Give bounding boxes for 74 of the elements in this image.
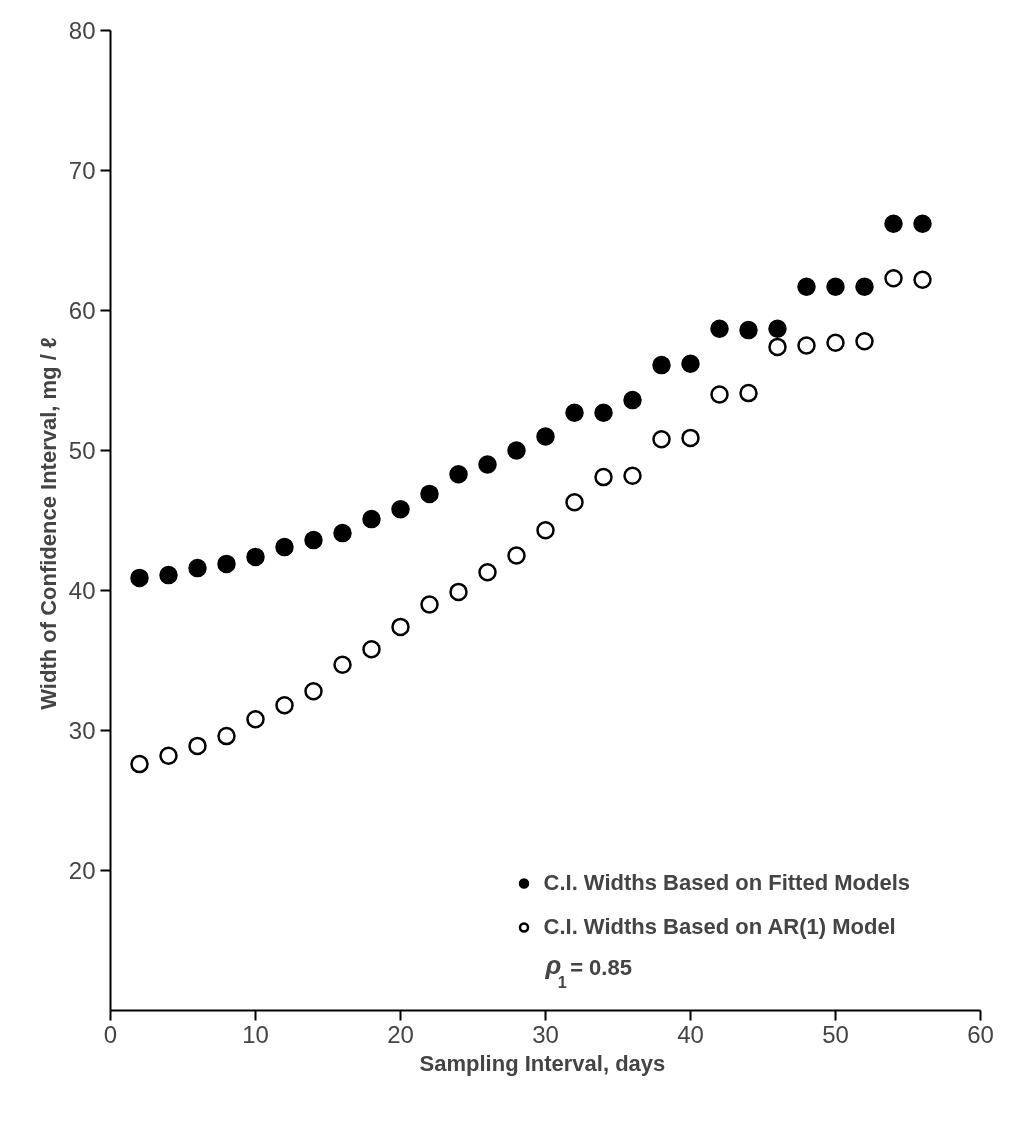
point — [449, 582, 468, 602]
point — [913, 270, 932, 289]
point — [826, 277, 845, 296]
point — [420, 595, 439, 614]
point — [304, 682, 323, 701]
point — [884, 269, 903, 288]
y-tick-label: 70 — [68, 157, 96, 184]
point — [652, 355, 671, 375]
point — [362, 509, 381, 529]
point — [710, 319, 729, 338]
point — [304, 530, 323, 550]
point — [594, 467, 613, 487]
y-tick-label: 50 — [68, 437, 96, 464]
x-tick-label: 20 — [387, 1020, 414, 1048]
point — [768, 337, 787, 357]
point — [362, 640, 381, 659]
x-tick-label: 0 — [103, 1020, 118, 1048]
point — [797, 277, 816, 296]
point — [536, 427, 555, 446]
point — [739, 320, 758, 340]
x-axis-title: Sampling Interval, days — [419, 1050, 666, 1076]
point — [275, 537, 294, 557]
point — [130, 568, 149, 588]
point — [739, 383, 758, 403]
point — [565, 493, 584, 512]
point — [884, 214, 903, 233]
point — [246, 710, 265, 729]
point — [130, 754, 149, 774]
point — [623, 466, 642, 485]
point — [855, 332, 874, 351]
point — [275, 696, 294, 715]
y-tick-label: 60 — [68, 297, 96, 324]
point — [507, 546, 526, 565]
point — [159, 746, 178, 765]
y-tick-label: 30 — [68, 717, 96, 744]
x-tick-label: 60 — [967, 1020, 994, 1048]
legend-label: C.I. Widths Based on AR(1) Model — [543, 914, 896, 940]
point — [217, 554, 236, 574]
y-tick-label: 80 — [68, 17, 96, 44]
y-tick-label: 40 — [68, 577, 96, 604]
point — [826, 333, 845, 352]
point — [188, 558, 207, 578]
point — [710, 385, 729, 404]
point — [681, 428, 700, 448]
point — [159, 565, 178, 585]
point — [478, 455, 497, 474]
point — [768, 319, 787, 338]
point — [420, 484, 439, 504]
point — [536, 521, 555, 540]
point — [391, 500, 410, 519]
point — [681, 354, 700, 373]
point — [855, 277, 874, 296]
point — [652, 430, 671, 449]
point — [188, 736, 207, 756]
point — [623, 390, 642, 410]
point — [565, 403, 584, 422]
legend-label: C.I. Widths Based on Fitted Models — [543, 870, 910, 896]
x-tick-label: 40 — [677, 1020, 704, 1048]
point — [594, 403, 613, 422]
point — [507, 441, 526, 460]
point — [449, 465, 468, 484]
point — [217, 726, 236, 746]
y-tick-label: 20 — [68, 857, 96, 884]
point — [333, 655, 352, 674]
point — [478, 563, 497, 582]
point — [391, 617, 410, 637]
x-tick-label: 50 — [822, 1020, 849, 1048]
x-tick-label: 10 — [242, 1020, 269, 1048]
point — [797, 336, 816, 355]
point — [333, 523, 352, 543]
y-axis-title: Width of Confidence Interval, mg / ℓ — [35, 337, 61, 710]
x-tick-label: 30 — [532, 1020, 559, 1048]
point — [913, 214, 932, 233]
point — [246, 547, 265, 567]
